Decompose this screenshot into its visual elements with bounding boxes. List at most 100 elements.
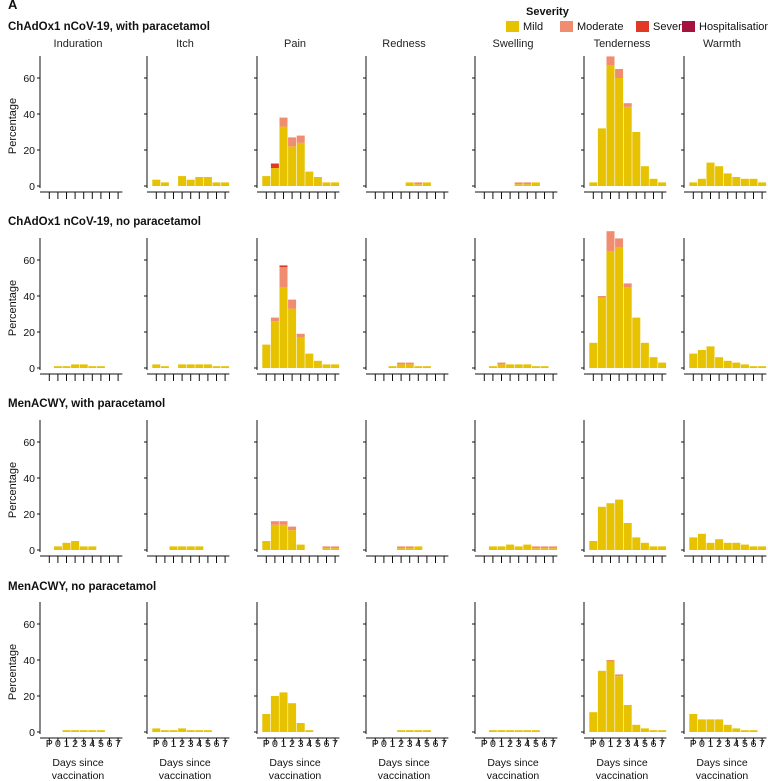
bar-moderate bbox=[397, 362, 406, 365]
x-tick-label: 1 bbox=[390, 738, 396, 750]
bar-moderate bbox=[270, 521, 279, 525]
bar-mild bbox=[749, 546, 758, 550]
bar-mild bbox=[296, 723, 305, 732]
x-tick-label: 1 bbox=[281, 738, 287, 750]
bar-mild bbox=[749, 730, 758, 732]
bar-mild bbox=[288, 703, 297, 732]
bar-mild bbox=[697, 533, 706, 550]
bar-moderate bbox=[279, 117, 288, 127]
bar-mild bbox=[212, 366, 221, 368]
bar-mild bbox=[740, 544, 749, 550]
bar-mild bbox=[195, 730, 204, 732]
bar-mild bbox=[186, 364, 195, 368]
bar-mild bbox=[649, 357, 658, 368]
bar-mild bbox=[422, 182, 431, 186]
legend-title: Severity bbox=[526, 6, 569, 18]
x-tick-label: 5 bbox=[315, 738, 321, 750]
bar-moderate bbox=[597, 296, 606, 298]
bar-moderate bbox=[405, 546, 414, 549]
panel-warmth: Warmth bbox=[681, 38, 767, 199]
y-tick-label: 60 bbox=[23, 255, 35, 267]
legend-swatch-mild bbox=[506, 21, 519, 32]
x-tick-label: 7 bbox=[222, 738, 228, 750]
panel-tenderness: Tenderness bbox=[581, 38, 667, 199]
y-tick-label: 60 bbox=[23, 619, 35, 631]
x-tick-label: 2 bbox=[616, 738, 622, 750]
x-tick-label: 7 bbox=[441, 738, 447, 750]
panel-swelling bbox=[472, 420, 558, 563]
legend-label-hospitalisation: Hospitalisation bbox=[699, 21, 768, 33]
legend-label-severe: Severe bbox=[653, 21, 688, 33]
x-axis-label: vaccination bbox=[52, 770, 105, 781]
bar-mild bbox=[732, 362, 741, 368]
legend-label-moderate: Moderate bbox=[577, 21, 624, 33]
bar-severe bbox=[279, 265, 288, 268]
bar-moderate bbox=[497, 362, 506, 365]
bar-mild bbox=[689, 714, 698, 732]
legend-label-mild: Mild bbox=[523, 21, 544, 33]
bar-mild bbox=[221, 366, 230, 368]
x-tick-label: 5 bbox=[533, 738, 539, 750]
x-tick-label: P bbox=[46, 738, 53, 750]
x-tick-label: 0 bbox=[490, 738, 496, 750]
bar-mild bbox=[658, 730, 667, 732]
bar-mild bbox=[322, 364, 331, 368]
row-title: ChAdOx1 nCoV-19, no paracetamol bbox=[8, 216, 201, 228]
column-title: Swelling bbox=[493, 38, 534, 50]
column-title: Itch bbox=[176, 38, 194, 50]
x-axis-label: Days since bbox=[269, 757, 321, 769]
bar-mild bbox=[740, 364, 749, 368]
legend-swatch-moderate bbox=[560, 21, 573, 32]
y-tick-label: 0 bbox=[29, 727, 35, 739]
bar-mild bbox=[640, 728, 649, 732]
bar-mild bbox=[414, 730, 423, 732]
row-group: MenACWY, with paracetamol Percentage 0 20 40… bbox=[7, 398, 767, 563]
bar-mild bbox=[715, 719, 724, 732]
bar-moderate bbox=[397, 546, 406, 549]
bar-mild bbox=[740, 730, 749, 732]
y-tick-label: 40 bbox=[23, 291, 35, 303]
bar-mild bbox=[615, 247, 624, 368]
panel-itch bbox=[144, 238, 230, 381]
bar-mild bbox=[270, 321, 279, 368]
x-tick-label: 3 bbox=[298, 738, 304, 750]
bar-mild bbox=[749, 366, 758, 368]
bar-mild bbox=[715, 357, 724, 368]
bar-moderate bbox=[540, 546, 549, 549]
bar-mild bbox=[740, 178, 749, 186]
x-axis-label: vaccination bbox=[378, 770, 431, 781]
bar-mild bbox=[160, 366, 169, 368]
bar-mild bbox=[62, 730, 71, 732]
bar-mild bbox=[514, 184, 523, 186]
column-title: Pain bbox=[284, 38, 306, 50]
bar-mild bbox=[388, 366, 397, 368]
x-tick-label: 4 bbox=[524, 738, 530, 750]
bar-mild bbox=[195, 546, 204, 550]
bar-mild bbox=[597, 128, 606, 186]
bar-moderate bbox=[606, 660, 615, 662]
bar-mild bbox=[270, 168, 279, 186]
x-tick-label: 5 bbox=[98, 738, 104, 750]
bar-mild bbox=[531, 548, 540, 550]
bar-mild bbox=[531, 182, 540, 186]
x-axis-label: vaccination bbox=[159, 770, 212, 781]
x-tick-label: 2 bbox=[398, 738, 404, 750]
x-tick-label: 3 bbox=[188, 738, 194, 750]
panel-induration: Induration bbox=[37, 38, 123, 199]
bar-mild bbox=[623, 287, 632, 368]
y-tick-label: 20 bbox=[23, 327, 35, 339]
panel-warmth bbox=[681, 238, 767, 381]
bar-mild bbox=[523, 544, 532, 550]
bar-mild bbox=[640, 342, 649, 368]
bar-mild bbox=[397, 730, 406, 732]
bar-mild bbox=[523, 184, 532, 186]
bar-mild bbox=[732, 177, 741, 186]
panel-redness bbox=[363, 420, 449, 563]
bar-mild bbox=[79, 546, 88, 550]
bar-mild bbox=[606, 503, 615, 550]
bar-moderate bbox=[322, 546, 331, 549]
bar-mild bbox=[203, 730, 212, 732]
bar-mild bbox=[160, 182, 169, 186]
